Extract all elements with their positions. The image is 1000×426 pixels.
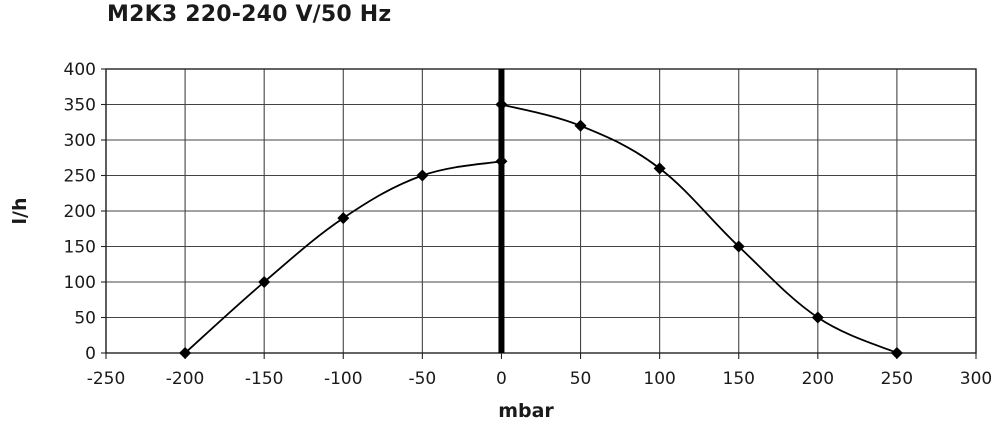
y-tick-label: 50 xyxy=(74,309,96,329)
data-point xyxy=(495,98,508,111)
data-series xyxy=(179,98,903,359)
data-point xyxy=(574,119,587,132)
x-tick-label: 0 xyxy=(496,369,507,389)
data-point xyxy=(416,169,429,182)
data-point xyxy=(890,347,903,359)
series-line xyxy=(501,103,898,354)
y-tick-label: 300 xyxy=(64,131,96,151)
x-tick-label: 100 xyxy=(643,369,675,389)
data-point xyxy=(495,155,508,168)
x-tick-label: 250 xyxy=(881,369,913,389)
x-tick-label: -250 xyxy=(87,369,126,389)
data-point xyxy=(179,347,192,359)
y-tick-label: 350 xyxy=(64,96,96,116)
chart-title: M2K3 220-240 V/50 Hz xyxy=(107,2,392,27)
y-tick-label: 100 xyxy=(64,273,96,293)
y-tick-label: 200 xyxy=(64,202,96,222)
y-tick-label: 250 xyxy=(64,167,96,187)
x-tick-label: 300 xyxy=(960,369,992,389)
grid-lines xyxy=(101,68,977,359)
data-point xyxy=(732,240,745,253)
x-tick-label: 150 xyxy=(723,369,755,389)
y-tick-label: 0 xyxy=(85,344,96,364)
x-axis-label: mbar xyxy=(498,400,554,422)
x-tick-label: -50 xyxy=(408,369,436,389)
series-2 xyxy=(495,98,903,359)
y-tick-labels: 0 50 100 150 200 250 300 350 400 xyxy=(64,60,96,364)
series-1 xyxy=(179,155,508,359)
x-tick-labels: -250 -200 -150 -100 -50 0 50 100 150 200 250 300 xyxy=(87,369,993,389)
y-tick-label: 400 xyxy=(64,60,96,80)
x-tick-label: -150 xyxy=(245,369,284,389)
data-point xyxy=(653,162,666,175)
y-axis-label: l/h xyxy=(9,198,31,225)
x-tick-label: 200 xyxy=(802,369,834,389)
x-tick-label: 50 xyxy=(570,369,592,389)
data-point xyxy=(811,311,824,324)
y-tick-label: 150 xyxy=(64,238,96,258)
x-tick-label: -200 xyxy=(166,369,205,389)
x-tick-label: -100 xyxy=(324,369,363,389)
data-point xyxy=(337,212,350,225)
data-point xyxy=(258,276,271,288)
